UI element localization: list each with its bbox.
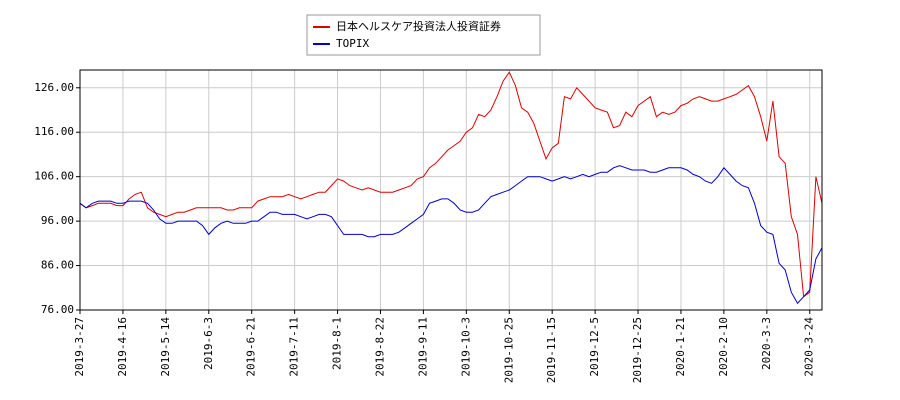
x-tick-label: 2020-1-21 xyxy=(674,317,687,377)
x-tick-label: 2019-8-22 xyxy=(373,317,386,377)
y-tick-label: 86.00 xyxy=(41,259,74,272)
series-line xyxy=(79,71,823,298)
x-tick-label: 2019-5-14 xyxy=(159,317,172,377)
legend-box xyxy=(306,14,541,56)
y-tick-label: 76.00 xyxy=(41,303,74,316)
plot-frame xyxy=(79,69,823,311)
x-tick-label: 2019-12-5 xyxy=(588,317,601,377)
x-tick-label: 2019-6-3 xyxy=(202,317,215,370)
y-tick-label: 96.00 xyxy=(41,214,74,227)
x-tick-label: 2019-12-25 xyxy=(631,317,644,383)
x-tick-label: 2020-2-10 xyxy=(717,317,730,377)
x-tick-label: 2019-3-27 xyxy=(73,317,86,377)
legend-label: TOPIX xyxy=(336,37,369,50)
x-tick-label: 2020-3-24 xyxy=(803,317,816,377)
y-tick-label: 106.00 xyxy=(34,170,74,183)
x-tick-label: 2019-6-21 xyxy=(245,317,258,377)
x-tick-label: 2019-4-16 xyxy=(116,317,129,377)
x-tick-label: 2019-10-25 xyxy=(502,317,515,383)
plot xyxy=(79,70,823,311)
y-tick-label: 126.00 xyxy=(34,81,74,94)
x-tick-label: 2019-9-11 xyxy=(416,317,429,377)
series-line xyxy=(79,165,823,305)
x-tick-label: 2020-3-3 xyxy=(760,317,773,370)
legend-label: 日本ヘルスケア投資法人投資証券 xyxy=(336,19,501,33)
x-tick-label: 2019-8-1 xyxy=(331,317,344,370)
x-tick-label: 2019-11-15 xyxy=(545,317,558,383)
y-tick-label: 116.00 xyxy=(34,125,74,138)
x-tick-label: 2019-10-3 xyxy=(459,317,472,377)
x-tick-label: 2019-7-11 xyxy=(288,317,301,377)
